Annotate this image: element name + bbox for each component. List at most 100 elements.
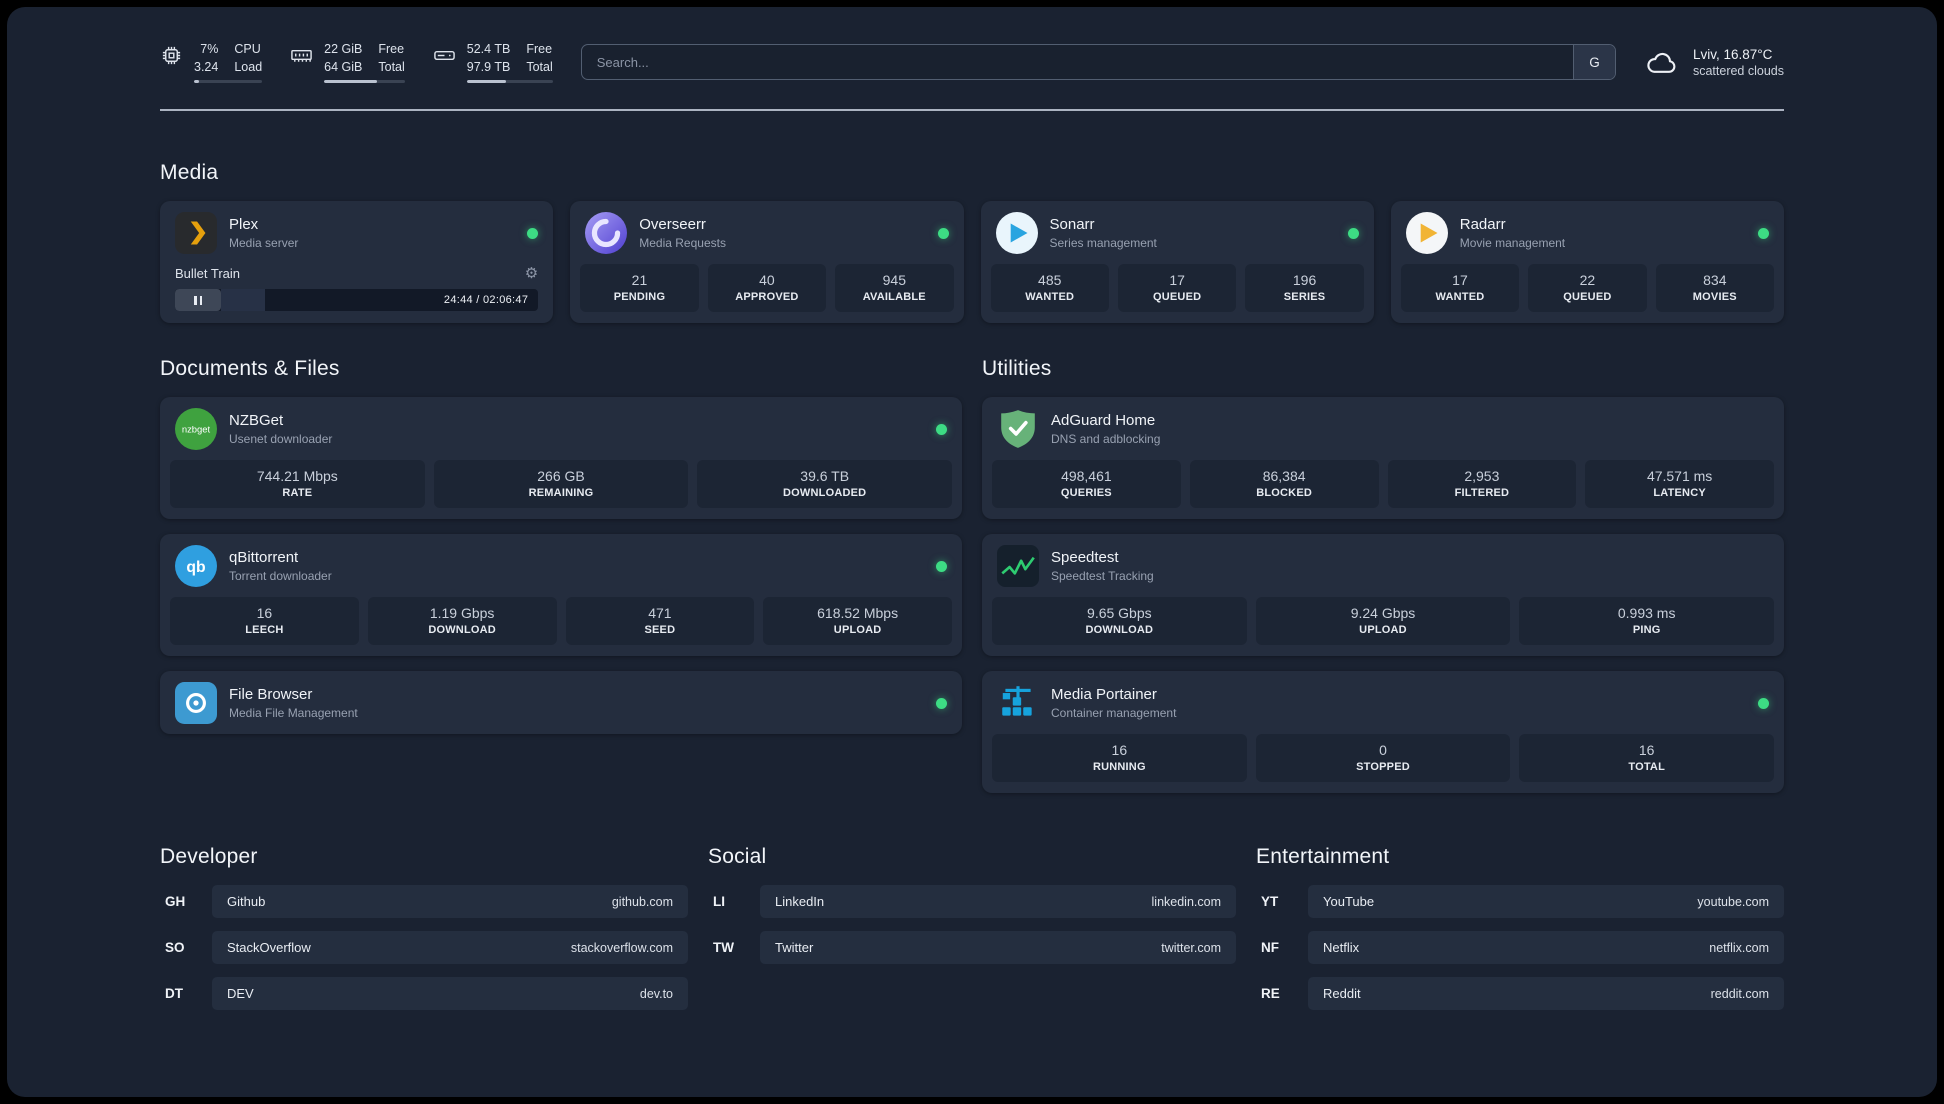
cpu-icon (160, 44, 183, 67)
pause-icon (194, 295, 197, 305)
stat-label: LEECH (245, 624, 284, 636)
app-desc: DNS and adblocking (1051, 432, 1161, 446)
utilities-column: Utilities AdGuard Home DNS and adblockin… (982, 357, 1784, 793)
stat-label: UPLOAD (1359, 624, 1407, 636)
pause-button[interactable] (175, 289, 221, 311)
stat-tile: 266 GB REMAINING (433, 460, 689, 508)
stat-tile: 2,953 FILTERED (1387, 460, 1577, 508)
link-netflix[interactable]: NF Netflix netflix.com (1256, 931, 1784, 964)
stat-label: DOWNLOADED (783, 487, 867, 499)
status-dot (936, 697, 947, 709)
stat-value: 498,461 (1061, 468, 1112, 484)
stat-label: UPLOAD (833, 624, 882, 636)
sonarr-icon (995, 212, 1038, 254)
nzbget-card[interactable]: nzbget NZBGet Usenet downloader 744.21 M… (160, 397, 962, 519)
stat-label: MOVIES (1692, 291, 1737, 303)
link-name: Github (227, 894, 266, 909)
app-name: Sonarr (1049, 216, 1095, 233)
app-name: AdGuard Home (1051, 412, 1156, 429)
link-abbr: NF (1261, 940, 1279, 955)
qbittorrent-card[interactable]: qb qBittorrent Torrent downloader 16 LEEC… (160, 534, 962, 656)
stat-tile: 1.19 Gbps DOWNLOAD (367, 597, 557, 645)
link-twitter[interactable]: TW Twitter twitter.com (708, 931, 1236, 964)
stat-label: SERIES (1283, 291, 1326, 303)
ram-total-value: 64 GiB (324, 59, 363, 74)
link-name: Netflix (1323, 940, 1360, 955)
app-desc: Media Requests (639, 236, 726, 250)
speedtest-card[interactable]: Speedtest Speedtest Tracking 9.65 Gbps DO… (982, 534, 1784, 656)
link-linkedin[interactable]: LI LinkedIn linkedin.com (708, 885, 1236, 918)
seek-bar[interactable]: 24:44 / 02:06:47 (221, 289, 538, 311)
stat-value: 1.19 Gbps (429, 605, 495, 621)
stat-tile: 40 APPROVED (707, 264, 827, 312)
stat-value: 16 (1111, 742, 1128, 758)
radarr-icon (1405, 212, 1448, 254)
link-abbr: SO (165, 940, 185, 955)
now-playing-title: Bullet Train (175, 265, 241, 281)
search-engine-button[interactable]: G (1572, 45, 1615, 79)
stat-tile: 39.6 TB DOWNLOADED (697, 460, 953, 508)
stat-tile: 9.24 Gbps UPLOAD (1255, 597, 1511, 645)
section-title-social: Social (708, 845, 767, 868)
stat-label: FILTERED (1454, 487, 1510, 499)
status-dot (1758, 697, 1769, 709)
link-url: linkedin.com (1151, 894, 1221, 909)
link-youtube[interactable]: YT YouTube youtube.com (1256, 885, 1784, 918)
stat-label: SEED (644, 624, 676, 636)
developer-links-section: Developer GH Github github.com SO StackOv… (160, 845, 688, 1023)
stat-tile: 16 LEECH (170, 597, 359, 645)
stat-value: 618.52 Mbps (817, 605, 899, 621)
search-input[interactable] (581, 45, 1573, 79)
status-dot (527, 227, 539, 239)
status-dot (936, 560, 947, 572)
stat-label: WANTED (1435, 291, 1485, 303)
stat-label: DOWNLOAD (1085, 624, 1154, 636)
stat-tile: 16 RUNNING (992, 734, 1247, 782)
speedtest-icon (997, 545, 1039, 587)
stat-label: STOPPED (1356, 761, 1410, 773)
stat-value: 21 (631, 272, 648, 288)
link-name: LinkedIn (775, 894, 825, 909)
app-desc: Container management (1051, 706, 1177, 720)
link-url: stackoverflow.com (570, 940, 673, 955)
app-desc: Media server (229, 236, 299, 250)
stat-value: 86,384 (1262, 468, 1306, 484)
portainer-card[interactable]: Media Portainer Container management 16 R… (982, 671, 1784, 793)
link-reddit[interactable]: RE Reddit reddit.com (1256, 977, 1784, 1010)
filebrowser-card[interactable]: File Browser Media File Management (160, 671, 962, 734)
stat-value: 0.993 ms (1617, 605, 1676, 621)
link-abbr: GH (165, 894, 186, 909)
link-url: dev.to (639, 986, 673, 1001)
sonarr-card[interactable]: Sonarr Series management 485 WANTED 17 QUE… (980, 201, 1374, 323)
radarr-card[interactable]: Radarr Movie management 17 WANTED 22 QUEUE… (1390, 201, 1784, 323)
cpu-label: CPU (234, 42, 261, 56)
stat-value: 16 (256, 605, 273, 621)
stat-label: QUEUED (1153, 291, 1202, 303)
gear-icon[interactable]: ⚙ (524, 265, 539, 282)
status-dot (1347, 227, 1359, 239)
stat-value: 485 (1038, 272, 1062, 288)
nzbget-icon: nzbget (175, 408, 217, 450)
link-stackoverflow[interactable]: SO StackOverflow stackoverflow.com (160, 931, 688, 964)
link-dev[interactable]: DT DEV dev.to (160, 977, 688, 1010)
stat-tile: 47.571 ms LATENCY (1585, 460, 1774, 508)
plex-icon (175, 212, 217, 254)
top-bar: 7% CPU 3.24 Load 22 GiB Free 64 GiB Tota… (160, 41, 1784, 83)
stat-label: PING (1632, 624, 1661, 636)
stat-label: PENDING (613, 291, 666, 303)
overseerr-card[interactable]: Overseerr Media Requests 21 PENDING 40 APP… (570, 201, 964, 323)
header-divider (160, 109, 1784, 111)
app-name: NZBGet (229, 412, 284, 429)
stat-value: 40 (759, 272, 775, 288)
disk-usage-bar (466, 80, 553, 83)
weather-condition: scattered clouds (1692, 63, 1784, 78)
portainer-icon (997, 682, 1039, 724)
documents-column: Documents & Files nzbget NZBGet Usenet d… (160, 357, 962, 793)
search-bar: G (580, 44, 1616, 80)
stat-value: 22 (1579, 272, 1596, 288)
plex-card[interactable]: Plex Media server Bullet Train ⚙ (160, 201, 554, 323)
link-github[interactable]: GH Github github.com (160, 885, 688, 918)
stat-value: 834 (1703, 272, 1727, 288)
disk-free-label: Free (526, 42, 553, 56)
adguard-card[interactable]: AdGuard Home DNS and adblocking 498,461 Q… (982, 397, 1784, 519)
